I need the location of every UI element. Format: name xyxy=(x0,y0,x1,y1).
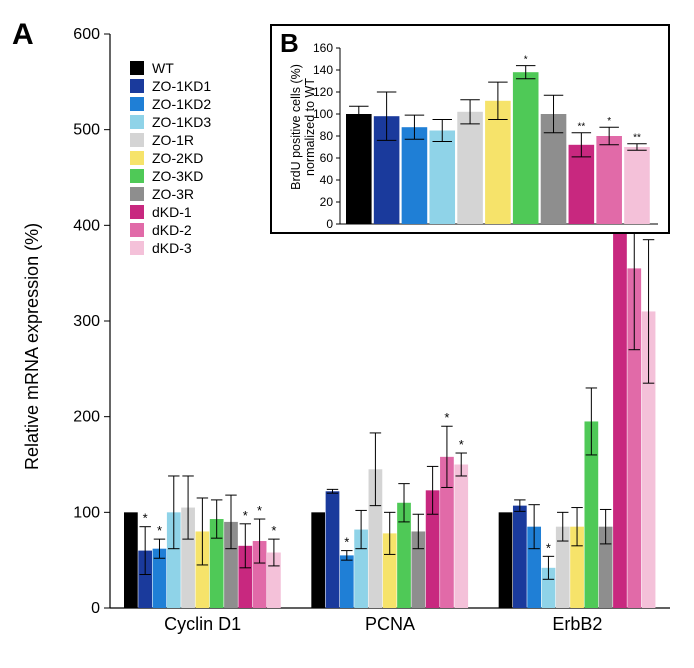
legend-item: ZO-1KD1 xyxy=(130,78,211,94)
legend-item: dKD-2 xyxy=(130,222,211,238)
legend-label: dKD-3 xyxy=(152,240,192,256)
svg-text:60: 60 xyxy=(320,151,334,165)
svg-text:**: ** xyxy=(577,122,585,133)
legend-swatch xyxy=(130,133,144,147)
legend-label: ZO-1KD1 xyxy=(152,78,211,94)
legend-item: ZO-2KD xyxy=(130,150,211,166)
svg-text:40: 40 xyxy=(320,173,334,187)
legend-item: ZO-3R xyxy=(130,186,211,202)
legend-item: WT xyxy=(130,60,211,76)
category-label: ErbB2 xyxy=(552,614,602,635)
panel-a-label: A xyxy=(12,18,34,52)
inset-ylabel-line2: normalized to WT xyxy=(303,78,317,176)
legend-swatch xyxy=(130,205,144,219)
legend-label: WT xyxy=(152,60,174,76)
legend-label: ZO-1KD3 xyxy=(152,114,211,130)
legend-label: ZO-3KD xyxy=(152,168,203,184)
legend-swatch xyxy=(130,151,144,165)
svg-text:*: * xyxy=(607,116,611,127)
svg-text:80: 80 xyxy=(320,129,334,143)
category-label: Cyclin D1 xyxy=(164,614,241,635)
legend-swatch xyxy=(130,241,144,255)
legend-item: ZO-1KD3 xyxy=(130,114,211,130)
svg-text:**: ** xyxy=(633,133,641,144)
legend-item: dKD-3 xyxy=(130,240,211,256)
category-label: PCNA xyxy=(365,614,415,635)
legend-swatch xyxy=(130,79,144,93)
legend-swatch xyxy=(130,61,144,75)
legend-swatch xyxy=(130,187,144,201)
legend-label: ZO-3R xyxy=(152,186,194,202)
legend-item: ZO-3KD xyxy=(130,168,211,184)
svg-text:300: 300 xyxy=(73,313,100,330)
legend-label: ZO-1R xyxy=(152,132,194,148)
svg-text:*: * xyxy=(344,535,349,550)
svg-text:*: * xyxy=(444,410,449,425)
inset-y-axis-label: BrdU positive cells (%) normalized to WT xyxy=(290,42,318,212)
legend-label: ZO-2KD xyxy=(152,150,203,166)
svg-text:*: * xyxy=(546,540,551,555)
legend-item: ZO-1KD2 xyxy=(130,96,211,112)
svg-text:*: * xyxy=(143,511,148,526)
svg-text:400: 400 xyxy=(73,217,100,234)
svg-text:0: 0 xyxy=(326,217,333,231)
svg-text:20: 20 xyxy=(320,195,334,209)
svg-text:*: * xyxy=(271,523,276,538)
inset-ylabel-line1: BrdU positive cells (%) xyxy=(289,64,303,190)
svg-text:600: 600 xyxy=(73,28,100,43)
legend-item: dKD-1 xyxy=(130,204,211,220)
legend-label: ZO-1KD2 xyxy=(152,96,211,112)
legend-label: dKD-1 xyxy=(152,204,192,220)
legend-swatch xyxy=(130,97,144,111)
svg-text:*: * xyxy=(459,437,464,452)
legend-swatch xyxy=(130,223,144,237)
legend-item: ZO-1R xyxy=(130,132,211,148)
legend-swatch xyxy=(130,169,144,183)
inset-panel: B 020406080100120140160****** BrdU posit… xyxy=(270,24,670,234)
svg-text:*: * xyxy=(257,503,262,518)
legend-label: dKD-2 xyxy=(152,222,192,238)
svg-text:*: * xyxy=(243,508,248,523)
legend: WT ZO-1KD1 ZO-1KD2 ZO-1KD3 ZO-1R ZO-2KD ZO-3KD… xyxy=(130,60,211,258)
legend-swatch xyxy=(130,115,144,129)
svg-text:500: 500 xyxy=(73,122,100,139)
svg-text:*: * xyxy=(524,55,528,66)
main-y-axis-label: Relative mRNA expression (%) xyxy=(22,223,43,470)
svg-text:100: 100 xyxy=(73,504,100,521)
svg-text:200: 200 xyxy=(73,409,100,426)
svg-text:*: * xyxy=(157,523,162,538)
svg-text:0: 0 xyxy=(91,600,100,617)
